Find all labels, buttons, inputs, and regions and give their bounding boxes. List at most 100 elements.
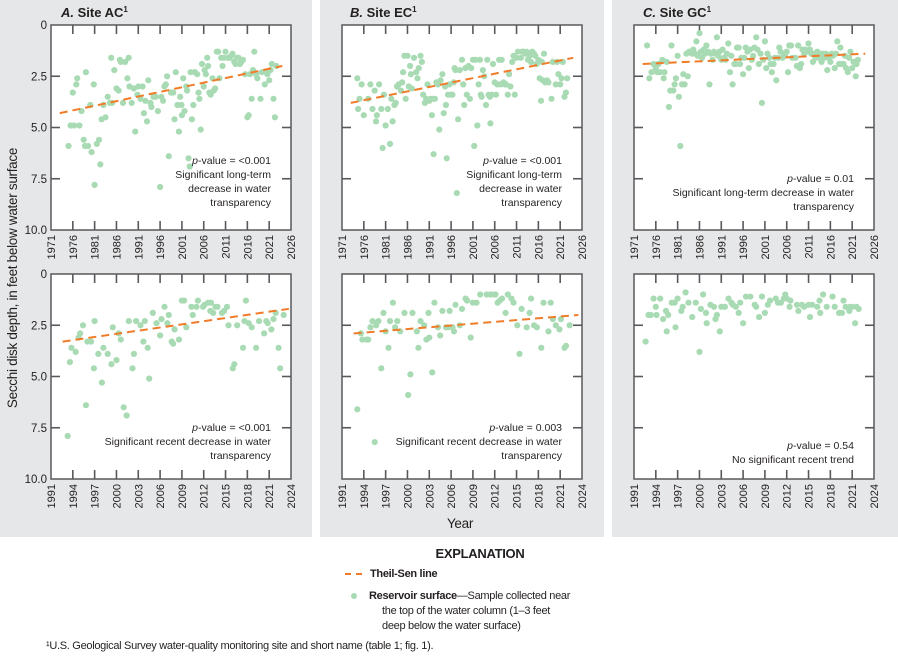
data-point — [210, 309, 217, 316]
data-point — [74, 75, 81, 82]
data-point — [827, 58, 834, 65]
data-point — [644, 42, 651, 49]
data-point — [837, 44, 844, 51]
x-tick-label: 1997 — [673, 484, 685, 508]
data-point — [672, 75, 680, 82]
data-point — [458, 305, 466, 312]
data-point — [223, 303, 231, 310]
annotation-text: transparency — [210, 450, 271, 462]
data-point — [410, 54, 418, 61]
annotation-text: p-value = 0.003 — [488, 422, 562, 434]
data-point — [111, 67, 118, 74]
data-point — [431, 299, 438, 306]
data-point — [854, 56, 862, 63]
data-point — [700, 291, 707, 298]
data-point — [852, 320, 859, 327]
annotation-text: Significant recent decrease in water — [396, 436, 563, 448]
data-point — [117, 336, 124, 343]
data-point — [732, 303, 739, 310]
annotation-text: p-value = <0.001 — [191, 155, 271, 167]
data-point — [831, 65, 838, 72]
x-tick-label: 1986 — [402, 235, 414, 259]
data-point — [130, 350, 137, 357]
data-point — [773, 77, 780, 84]
data-point — [464, 297, 471, 304]
data-point — [792, 54, 799, 61]
data-point — [466, 95, 473, 102]
data-point — [402, 95, 409, 102]
data-point — [154, 108, 161, 115]
data-point — [408, 85, 415, 92]
data-point — [540, 50, 548, 57]
annotation-text: transparency — [501, 197, 562, 209]
data-point — [152, 93, 159, 100]
x-tick-label: 1971 — [629, 235, 641, 259]
x-tick-label: 2006 — [155, 484, 167, 508]
data-point — [784, 69, 792, 76]
data-point — [449, 91, 456, 98]
data-point — [492, 291, 499, 298]
data-point — [424, 81, 431, 88]
data-point — [183, 324, 190, 331]
data-point — [460, 81, 467, 88]
data-point — [475, 81, 482, 88]
data-point — [69, 89, 76, 96]
legend-theil-sen: Theil-Sen line — [345, 568, 438, 580]
data-point — [492, 91, 500, 98]
data-point — [663, 328, 670, 335]
data-point — [407, 62, 414, 70]
data-point — [264, 320, 271, 327]
x-tick-label: 1996 — [155, 235, 167, 259]
data-point — [188, 116, 195, 123]
annotation-text: p-value = 0.54 — [786, 440, 854, 452]
y-axis-label: Secchi disk depth, in feet below water s… — [5, 147, 20, 409]
data-point — [547, 299, 554, 306]
data-point — [143, 118, 151, 125]
data-point — [766, 297, 774, 304]
data-point — [165, 153, 172, 160]
data-point — [798, 60, 805, 68]
x-tick-label: 2011 — [512, 235, 524, 259]
data-point — [371, 439, 378, 446]
data-point — [642, 338, 649, 345]
data-point — [439, 71, 446, 78]
data-point — [689, 314, 696, 321]
data-point — [202, 71, 209, 78]
data-point — [735, 44, 742, 51]
data-point — [652, 303, 659, 310]
legend-theil-sen-label: Theil-Sen line — [370, 568, 438, 580]
legend-reservoir-desc-2: the top of the water column (1–3 feet — [382, 605, 551, 617]
x-tick-label: 1991 — [133, 235, 145, 259]
x-tick-label: 2006 — [782, 235, 794, 259]
data-point — [239, 344, 247, 351]
y-tick-label: 5.0 — [31, 123, 47, 135]
data-point — [135, 83, 142, 90]
data-point — [195, 89, 202, 96]
data-point — [735, 309, 742, 316]
y-tick-label: 2.5 — [31, 71, 47, 83]
data-point — [788, 42, 795, 49]
data-point — [204, 54, 211, 61]
y-tick-label: 10.0 — [25, 474, 47, 486]
data-point — [516, 350, 523, 357]
data-point — [461, 101, 468, 109]
data-point — [728, 52, 735, 59]
data-point — [533, 324, 541, 331]
data-point — [400, 69, 407, 76]
data-point — [219, 62, 226, 70]
data-point — [504, 291, 511, 298]
data-point — [562, 89, 570, 96]
data-point — [514, 48, 522, 55]
data-point — [77, 330, 84, 337]
x-tick-label: 1994 — [651, 484, 663, 508]
data-point — [755, 60, 762, 68]
data-point — [721, 303, 729, 310]
data-point — [556, 326, 563, 333]
data-point — [144, 344, 151, 351]
data-point — [703, 42, 710, 49]
data-point — [373, 112, 380, 119]
data-point — [647, 311, 654, 319]
data-point — [564, 75, 571, 82]
data-point — [413, 328, 420, 335]
data-point — [215, 48, 222, 55]
